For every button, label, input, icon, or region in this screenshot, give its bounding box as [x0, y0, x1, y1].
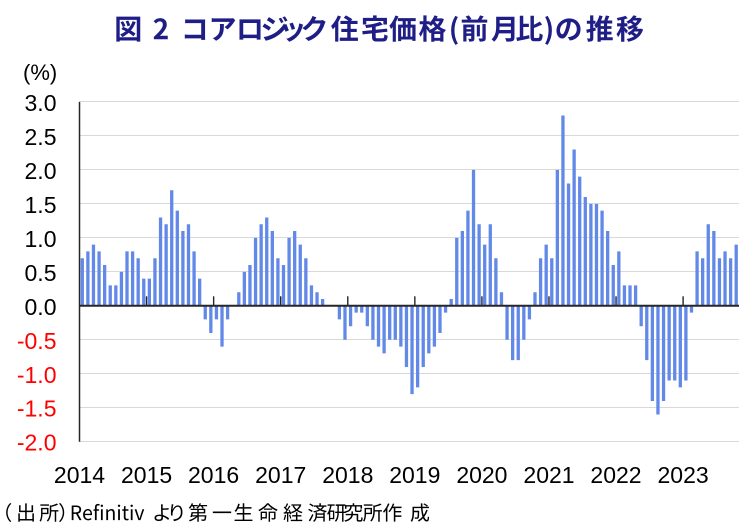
svg-text:2.0: 2.0 [25, 158, 57, 184]
svg-text:2.5: 2.5 [25, 124, 57, 150]
svg-text:0.5: 0.5 [25, 260, 57, 286]
svg-text:-1.0: -1.0 [17, 362, 57, 388]
svg-text:0.0: 0.0 [25, 294, 57, 320]
svg-text:3.0: 3.0 [25, 90, 57, 116]
svg-text:-1.5: -1.5 [17, 396, 57, 422]
svg-text:2020: 2020 [456, 462, 507, 488]
svg-text:2017: 2017 [255, 462, 306, 488]
svg-text:1.0: 1.0 [25, 226, 57, 252]
svg-text:2022: 2022 [590, 462, 641, 488]
svg-text:1.5: 1.5 [25, 192, 57, 218]
svg-text:(%): (%) [23, 60, 57, 85]
svg-text:2019: 2019 [389, 462, 440, 488]
svg-text:2018: 2018 [322, 462, 373, 488]
svg-text:2023: 2023 [658, 462, 709, 488]
svg-text:-2.0: -2.0 [17, 430, 57, 456]
svg-text:2021: 2021 [523, 462, 574, 488]
svg-text:2015: 2015 [121, 462, 172, 488]
svg-text:2016: 2016 [188, 462, 239, 488]
svg-text:-0.5: -0.5 [17, 328, 57, 354]
svg-text:2014: 2014 [54, 462, 105, 488]
